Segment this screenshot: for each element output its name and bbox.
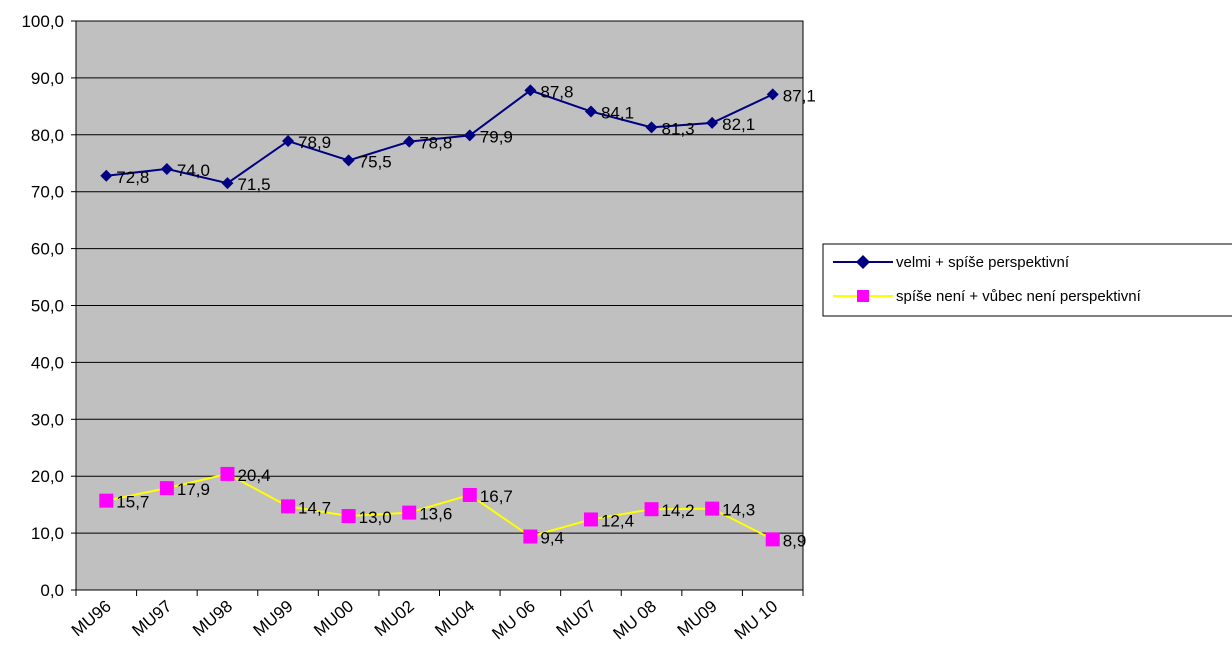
data-point xyxy=(706,116,719,129)
data-point xyxy=(282,135,295,148)
legend-label-2: spíše není + vůbec není perspektivní xyxy=(896,288,1142,305)
x-tick-label: MU07 xyxy=(553,597,600,641)
data-point xyxy=(645,121,658,134)
x-tick-label: MU00 xyxy=(310,597,357,641)
data-label: 81,3 xyxy=(662,119,695,138)
data-point xyxy=(524,84,537,97)
legend-marker-1 xyxy=(856,255,870,269)
data-point xyxy=(583,512,598,527)
data-point xyxy=(644,502,659,517)
series-line-1 xyxy=(106,89,774,185)
data-point xyxy=(341,509,356,524)
legend-box xyxy=(822,243,1232,317)
data-label: 15,7 xyxy=(116,493,149,512)
series-layer xyxy=(99,84,780,547)
x-tick-label: MU02 xyxy=(371,597,418,641)
y-tick-label: 20,0 xyxy=(31,467,64,486)
data-point xyxy=(160,162,173,175)
x-tick-label: MU09 xyxy=(674,597,721,641)
x-tick-label: MU 10 xyxy=(731,597,782,644)
data-label: 17,9 xyxy=(177,480,210,499)
y-tick-label: 70,0 xyxy=(31,183,64,202)
data-point xyxy=(100,169,113,182)
legend-marker-2 xyxy=(857,290,869,302)
data-point xyxy=(342,154,355,167)
data-point xyxy=(705,501,720,516)
x-tick-label: MU 06 xyxy=(488,597,539,644)
y-tick-label: 10,0 xyxy=(31,524,64,543)
data-point xyxy=(220,466,235,481)
x-tick-label: MU04 xyxy=(431,597,478,641)
data-label: 14,3 xyxy=(722,501,755,520)
data-label: 8,9 xyxy=(783,531,807,550)
data-label: 13,6 xyxy=(419,505,452,524)
data-label: 78,9 xyxy=(298,133,331,152)
legend-label-1: velmi + spíše perspektivní xyxy=(896,254,1070,271)
data-label: 75,5 xyxy=(359,152,392,171)
data-point xyxy=(766,88,779,101)
y-tick-label: 90,0 xyxy=(31,69,64,88)
data-label: 14,2 xyxy=(662,501,695,520)
x-tick-label: MU97 xyxy=(128,597,175,641)
y-tick-label: 80,0 xyxy=(31,126,64,145)
data-label: 14,7 xyxy=(298,498,331,517)
data-label: 20,4 xyxy=(237,466,270,485)
data-point xyxy=(463,129,476,142)
data-point xyxy=(99,493,114,508)
data-label: 74,0 xyxy=(177,161,210,180)
y-tick-label: 30,0 xyxy=(31,410,64,429)
x-tick-label: MU96 xyxy=(68,597,115,641)
x-axis: MU96 MU97 MU98 MU99 MU00 MU02 MU04 MU 06 MU07 MU … xyxy=(68,590,804,644)
data-label: 72,8 xyxy=(116,168,149,187)
data-label: 78,8 xyxy=(419,134,452,153)
data-point xyxy=(462,487,477,502)
x-tick-label: MU99 xyxy=(250,597,297,641)
data-point xyxy=(523,529,538,544)
data-label: 13,0 xyxy=(359,508,392,527)
gridlines xyxy=(76,77,803,534)
data-point xyxy=(403,135,416,148)
y-tick-label: 60,0 xyxy=(31,240,64,259)
series-line-2 xyxy=(106,472,774,541)
data-point xyxy=(584,105,597,118)
y-axis: 0,0 10,0 20,0 30,0 40,0 50,0 60,0 70,0 80,0 90,0 1… xyxy=(21,12,76,600)
data-label: 71,5 xyxy=(237,175,270,194)
y-tick-label: 50,0 xyxy=(31,297,64,316)
data-label: 9,4 xyxy=(540,529,564,548)
x-tick-label: MU98 xyxy=(189,597,236,641)
legend: velmi + spíše perspektivní spíše není + … xyxy=(822,243,1232,317)
data-label: 87,8 xyxy=(540,82,573,101)
data-point xyxy=(765,532,780,547)
y-tick-label: 40,0 xyxy=(31,353,64,372)
data-label: 12,4 xyxy=(601,511,634,530)
data-label: 79,9 xyxy=(480,127,513,146)
data-label: 84,1 xyxy=(601,103,634,122)
data-label: 16,7 xyxy=(480,487,513,506)
data-point xyxy=(402,505,417,520)
y-tick-label: 100,0 xyxy=(21,12,64,31)
data-point xyxy=(159,481,174,496)
data-point xyxy=(281,499,296,514)
x-tick-label: MU 08 xyxy=(610,597,661,644)
y-tick-label: 0,0 xyxy=(40,581,64,600)
data-label: 82,1 xyxy=(722,115,755,134)
data-labels: 72,8 74,0 71,5 78,9 75,5 78,8 79,9 87,8 84,1 81,3… xyxy=(116,82,816,550)
data-point xyxy=(221,177,234,190)
data-label: 87,1 xyxy=(783,86,816,105)
